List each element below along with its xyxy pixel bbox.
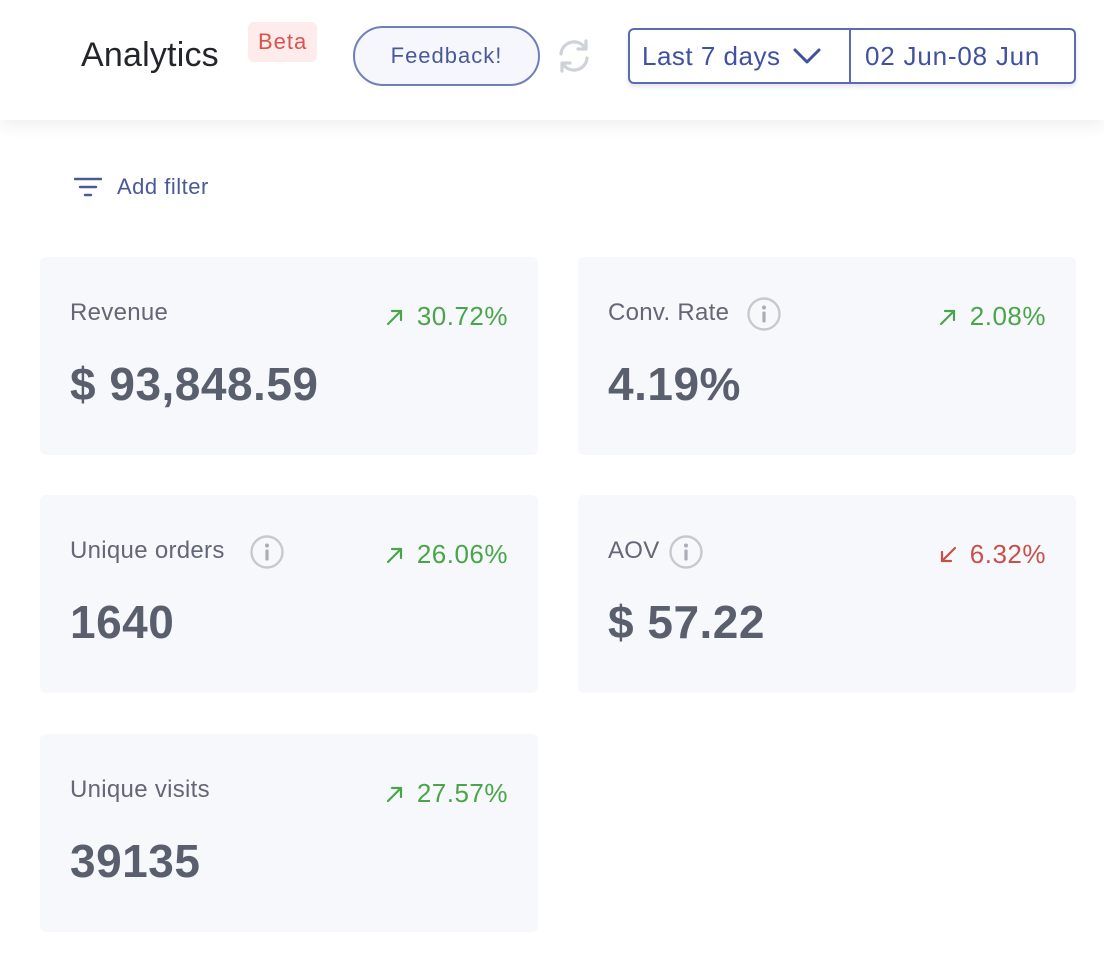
metric-card-unique-visits: Unique visits 27.57% 39135 bbox=[40, 734, 538, 932]
range-dropdown[interactable]: Last 7 days bbox=[630, 30, 851, 82]
arrow-up-right-icon bbox=[386, 547, 402, 563]
arrow-up-right-icon bbox=[939, 309, 955, 325]
metric-change: 2.08% bbox=[938, 301, 1046, 332]
info-icon[interactable] bbox=[250, 535, 284, 569]
refresh-icon[interactable] bbox=[555, 37, 593, 75]
top-bar: Analytics Beta Feedback! Last 7 days 02 … bbox=[0, 0, 1104, 120]
metric-value: $ 57.22 bbox=[608, 596, 765, 648]
metric-card-revenue: Revenue 30.72% $ 93,848.59 bbox=[40, 257, 538, 455]
page-title: Analytics bbox=[81, 36, 219, 74]
metric-label: AOV bbox=[608, 537, 660, 564]
metric-change-value: 6.32% bbox=[969, 539, 1046, 569]
arrow-up-right-icon bbox=[386, 786, 402, 802]
metric-change: 27.57% bbox=[385, 778, 508, 809]
add-filter-label: Add filter bbox=[117, 174, 209, 199]
metric-label: Revenue bbox=[70, 299, 169, 326]
metric-card-conv-rate: Conv. Rate 2.08% 4.19% bbox=[578, 257, 1076, 455]
metric-value: 4.19% bbox=[608, 358, 741, 410]
metric-change-value: 2.08% bbox=[969, 301, 1046, 331]
metric-change: 26.06% bbox=[385, 539, 508, 570]
info-icon[interactable] bbox=[669, 535, 703, 569]
metric-card-aov: AOV 6.32% $ 57.22 bbox=[578, 495, 1076, 693]
info-icon[interactable] bbox=[747, 297, 781, 331]
metric-value: 39135 bbox=[70, 835, 201, 887]
metric-label: Conv. Rate bbox=[608, 299, 730, 326]
add-filter-button[interactable]: Add filter bbox=[74, 172, 209, 202]
feedback-button[interactable]: Feedback! bbox=[353, 26, 540, 86]
date-control: Last 7 days 02 Jun-08 Jun bbox=[628, 28, 1076, 84]
date-range-picker[interactable]: 02 Jun-08 Jun bbox=[865, 40, 1041, 71]
arrow-up-right-icon bbox=[386, 309, 402, 325]
metric-value: $ 93,848.59 bbox=[70, 358, 319, 410]
metric-card-unique-orders: Unique orders 26.06% 1640 bbox=[40, 495, 538, 693]
metric-change: 30.72% bbox=[385, 301, 508, 332]
metric-label: Unique orders bbox=[70, 537, 225, 564]
chevron-down-icon bbox=[793, 48, 821, 64]
filter-icon bbox=[74, 177, 102, 197]
arrow-down-left-icon bbox=[940, 546, 956, 562]
range-label: Last 7 days bbox=[642, 40, 781, 71]
metric-change: 6.32% bbox=[938, 539, 1046, 570]
metric-change-value: 30.72% bbox=[416, 301, 508, 331]
metric-change-value: 26.06% bbox=[416, 539, 508, 569]
beta-badge: Beta bbox=[248, 22, 318, 62]
metric-value: 1640 bbox=[70, 596, 175, 648]
metric-change-value: 27.57% bbox=[416, 778, 508, 808]
metric-label: Unique visits bbox=[70, 776, 210, 803]
